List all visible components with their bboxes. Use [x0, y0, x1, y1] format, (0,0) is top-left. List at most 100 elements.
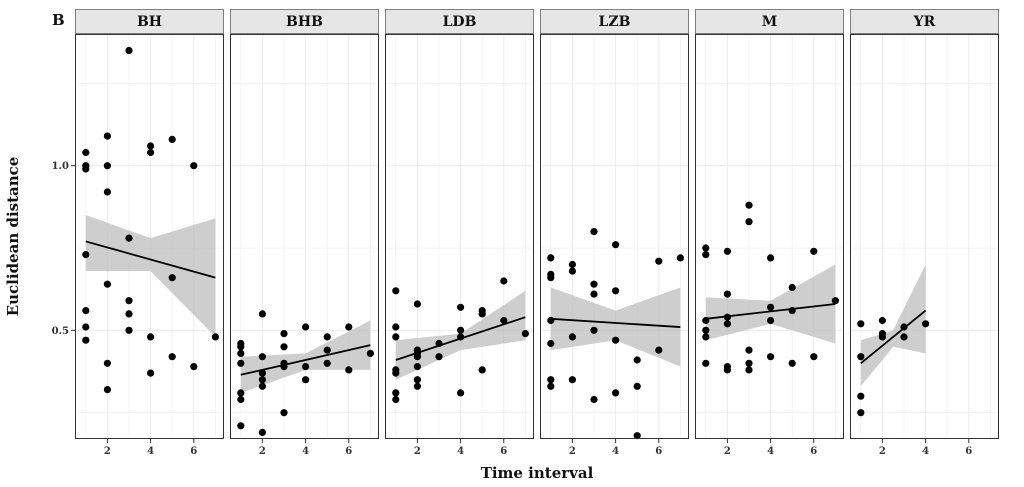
data-point: [788, 283, 796, 292]
panel-background: [695, 34, 844, 439]
data-point: [590, 290, 598, 298]
x-tick-label: 6: [965, 446, 972, 457]
data-point: [237, 395, 245, 404]
data-point: [302, 376, 310, 384]
data-point: [345, 366, 353, 374]
data-point: [745, 346, 753, 354]
data-point: [831, 297, 840, 305]
data-point: [103, 280, 111, 288]
data-point: [392, 323, 400, 331]
facet-lzb: LZB 2 4 6: [540, 9, 689, 457]
data-point: [392, 369, 400, 377]
data-point: [633, 382, 641, 390]
data-point: [168, 135, 176, 143]
data-point: [413, 363, 421, 371]
data-point: [878, 316, 887, 325]
panel-border: [850, 34, 999, 439]
data-point: [237, 389, 245, 397]
x-tick-label: 4: [302, 446, 309, 457]
data-point: [702, 333, 710, 341]
data-point: [237, 349, 245, 357]
x-tick-label: 6: [810, 446, 817, 457]
data-point: [745, 218, 753, 226]
data-point: [547, 376, 555, 384]
panel-background: [540, 34, 689, 439]
data-point: [702, 244, 710, 252]
facet-strip-label: LDB: [443, 14, 477, 30]
data-point: [82, 336, 90, 344]
data-point: [103, 386, 111, 394]
data-point: [612, 241, 620, 249]
x-tick-label: 6: [345, 446, 352, 457]
data-point: [857, 392, 865, 400]
data-point: [568, 333, 577, 341]
data-point: [500, 277, 508, 285]
data-point: [612, 389, 620, 397]
data-point: [147, 142, 155, 150]
data-point: [413, 382, 421, 390]
x-tick-label: 4: [147, 446, 154, 457]
data-point: [258, 428, 266, 436]
data-point: [810, 247, 818, 255]
data-point: [857, 409, 865, 417]
x-tick-label: 6: [190, 446, 197, 457]
data-point: [767, 316, 775, 325]
confidence-band: [860, 264, 926, 387]
confidence-band: [85, 215, 216, 337]
data-point: [547, 274, 555, 282]
panel-border: [385, 34, 534, 439]
x-tick-label: 4: [612, 446, 619, 457]
data-point: [345, 323, 353, 331]
data-point: [547, 382, 555, 390]
data-point: [147, 148, 155, 157]
regression-line: [85, 240, 216, 279]
y-tick-label: 1.0: [52, 161, 69, 172]
data-point: [900, 333, 908, 341]
data-point: [82, 323, 90, 331]
data-point: [82, 148, 90, 157]
facet-strip-label: M: [762, 14, 778, 30]
data-point: [258, 369, 266, 377]
data-point: [568, 267, 577, 275]
data-point: [147, 369, 155, 377]
data-point: [258, 310, 266, 318]
data-point: [612, 336, 620, 344]
data-point: [237, 422, 245, 430]
data-point: [147, 333, 155, 341]
data-point: [125, 234, 133, 242]
data-point: [211, 333, 219, 341]
data-point: [190, 162, 198, 170]
facet-bhb: BHB 2 4 6: [230, 9, 379, 457]
facet-panels: BH 2 4 6 BHB 2 4 6 LDB 2 4 6 LZB 2 4 6 M 2 4 6 YR 2 4 6: [75, 9, 999, 457]
regression-line: [860, 309, 927, 364]
data-point: [547, 254, 555, 262]
data-point: [767, 353, 775, 361]
x-axis-title: Time interval: [481, 464, 594, 482]
data-point: [723, 366, 732, 374]
facet-strip-label: BHB: [286, 14, 323, 30]
data-point: [633, 356, 641, 364]
panel-background: [850, 34, 999, 439]
data-point: [168, 274, 176, 282]
x-tick-label: 2: [569, 446, 576, 457]
data-point: [237, 343, 245, 351]
facet-strip: [540, 9, 689, 34]
y-axis-title: Euclidean distance: [4, 157, 22, 317]
data-point: [745, 366, 753, 374]
panel-label: B: [52, 11, 65, 29]
x-tick-label: 6: [500, 446, 507, 457]
data-point: [413, 300, 421, 308]
data-point: [633, 432, 641, 440]
data-point: [280, 409, 288, 417]
data-point: [568, 376, 577, 384]
x-tick-label: 2: [259, 446, 266, 457]
data-point: [767, 303, 775, 311]
data-point: [103, 188, 111, 196]
data-point: [478, 366, 486, 374]
data-point: [547, 316, 555, 325]
data-point: [82, 307, 90, 315]
data-point: [702, 359, 710, 367]
data-point: [857, 353, 865, 361]
data-point: [568, 260, 577, 269]
data-point: [366, 349, 374, 357]
